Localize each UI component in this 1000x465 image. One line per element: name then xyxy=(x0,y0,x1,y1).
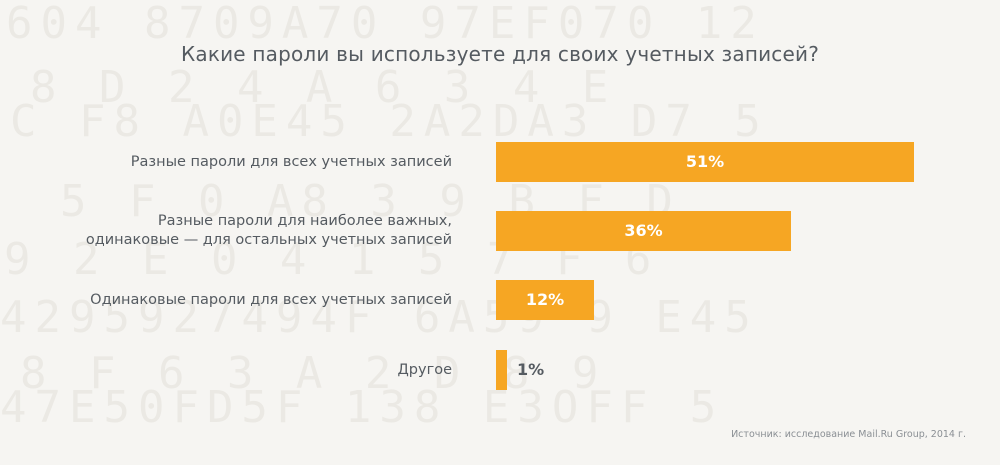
bar xyxy=(496,280,594,320)
bar xyxy=(496,142,914,182)
category-label-line: Одинаковые пароли для всех учетных запис… xyxy=(90,291,452,308)
value-label: 51% xyxy=(685,152,725,171)
bar xyxy=(496,350,507,390)
value-label: 36% xyxy=(624,221,663,240)
category-label: Разные пароли для всех учетных записей xyxy=(32,153,452,172)
category-label: Разные пароли для наиболее важных, одинак… xyxy=(32,212,452,250)
category-label-line: Разные пароли для всех учетных записей xyxy=(130,153,452,170)
value-label: 1% xyxy=(517,360,545,379)
chart-title: Какие пароли вы используете для своих уч… xyxy=(180,42,820,66)
category-label: Одинаковые пароли для всех учетных запис… xyxy=(32,291,452,310)
source-note: Источник: исследование Mail.Ru Group, 20… xyxy=(731,429,966,440)
value-label: 12% xyxy=(525,290,565,309)
category-label-line: Другое xyxy=(397,361,452,378)
bar xyxy=(496,211,791,251)
category-label: Другое xyxy=(32,361,452,380)
category-label-line: одинаковые — для остальных учетных запис… xyxy=(85,232,452,248)
category-label-line: Разные пароли для наиболее важных, xyxy=(157,213,452,229)
